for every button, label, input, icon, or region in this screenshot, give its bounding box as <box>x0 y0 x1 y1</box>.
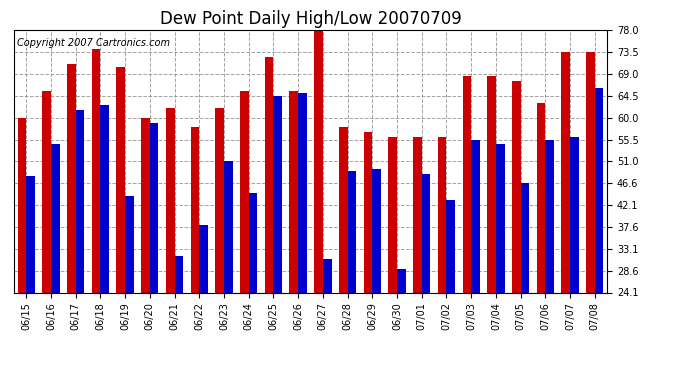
Bar <box>496 144 504 292</box>
Bar <box>438 137 446 292</box>
Bar <box>117 66 125 292</box>
Bar <box>265 57 273 292</box>
Bar <box>512 81 521 292</box>
Bar <box>199 225 208 292</box>
Bar <box>537 103 545 292</box>
Bar <box>570 137 579 292</box>
Bar <box>224 162 233 292</box>
Bar <box>67 64 76 292</box>
Bar <box>487 76 496 292</box>
Bar <box>339 128 348 292</box>
Bar <box>298 93 307 292</box>
Bar <box>26 176 34 292</box>
Bar <box>397 268 406 292</box>
Bar <box>471 140 480 292</box>
Bar <box>348 171 356 292</box>
Bar <box>314 30 323 292</box>
Bar <box>364 132 373 292</box>
Bar <box>290 91 298 292</box>
Bar <box>521 183 529 292</box>
Bar <box>273 96 282 292</box>
Bar <box>388 137 397 292</box>
Bar <box>248 193 257 292</box>
Bar <box>323 259 331 292</box>
Bar <box>100 105 109 292</box>
Bar <box>562 52 570 292</box>
Bar <box>373 169 381 292</box>
Bar <box>190 128 199 292</box>
Bar <box>240 91 248 292</box>
Bar <box>92 50 100 292</box>
Bar <box>595 88 604 292</box>
Bar <box>413 137 422 292</box>
Bar <box>17 118 26 292</box>
Title: Dew Point Daily High/Low 20070709: Dew Point Daily High/Low 20070709 <box>159 10 462 28</box>
Bar <box>446 201 455 292</box>
Text: Copyright 2007 Cartronics.com: Copyright 2007 Cartronics.com <box>17 38 170 48</box>
Bar <box>125 196 134 292</box>
Bar <box>545 140 554 292</box>
Bar <box>422 174 431 292</box>
Bar <box>76 110 84 292</box>
Bar <box>586 52 595 292</box>
Bar <box>42 91 51 292</box>
Bar <box>175 256 183 292</box>
Bar <box>51 144 59 292</box>
Bar <box>215 108 224 292</box>
Bar <box>166 108 175 292</box>
Bar <box>141 118 150 292</box>
Bar <box>150 123 159 292</box>
Bar <box>462 76 471 292</box>
